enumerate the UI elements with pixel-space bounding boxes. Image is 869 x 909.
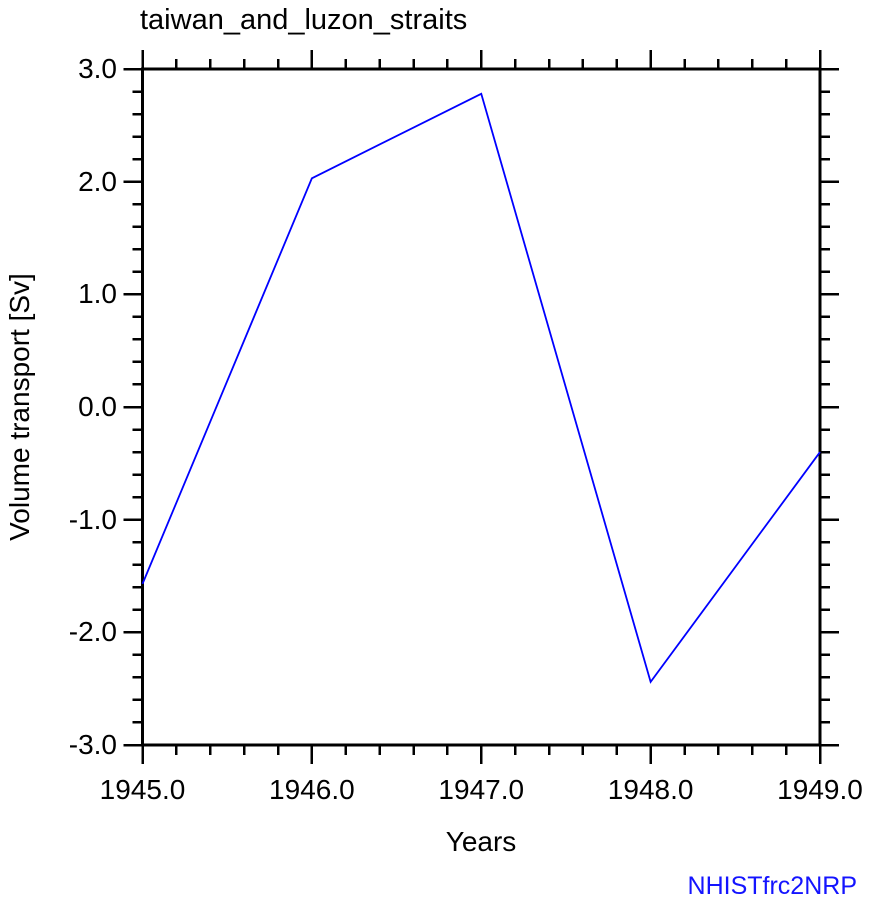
y-tick-label: -2.0 (68, 616, 117, 648)
data-line-NHISTfrc2NRP (141, 92, 821, 684)
y-tick-label: -3.0 (68, 729, 117, 760)
x-tick-label: 1947.0 (438, 774, 525, 805)
x-tick-label: 1948.0 (607, 774, 694, 805)
x-tick-label: 1949.0 (777, 774, 863, 805)
chart-title: taiwan_and_luzon_straits (140, 4, 468, 36)
axis-frame (141, 67, 822, 747)
y-tick-label: 3.0 (78, 53, 117, 84)
x-tick-label: 1945.0 (99, 774, 186, 805)
series-annotation: NHISTfrc2NRP (687, 872, 857, 900)
y-tick-label: 0.0 (78, 391, 117, 422)
y-tick-label: 2.0 (78, 165, 117, 197)
x-axis-label: Years (445, 826, 517, 857)
x-tick-label: 1946.0 (269, 774, 355, 805)
y-tick-label: 1.0 (78, 278, 117, 310)
y-tick-label: -1.0 (68, 503, 117, 535)
